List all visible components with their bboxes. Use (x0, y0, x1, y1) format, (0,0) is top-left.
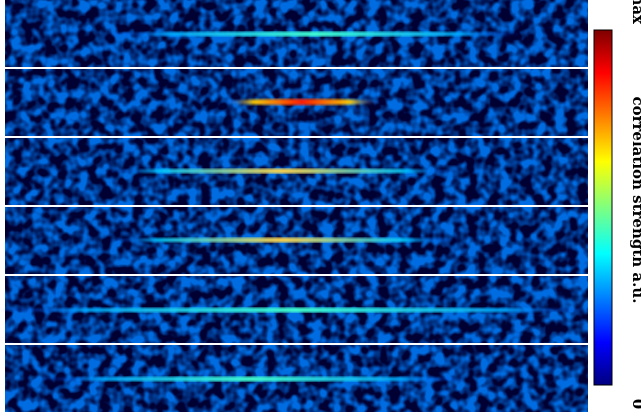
colorbar-title: correlation strength a.u. (629, 96, 641, 303)
page: max correlation strength a.u. 0 (() => {… (0, 0, 641, 416)
colorbar-min-label: 0 (629, 399, 641, 409)
panel (5, 138, 588, 205)
panel (5, 207, 588, 274)
panels (0, 0, 596, 412)
panel (5, 0, 588, 67)
panel (5, 345, 588, 412)
panel (5, 69, 588, 136)
colorbar (594, 30, 612, 385)
panel (0, 276, 596, 343)
figure: max correlation strength a.u. 0 (0, 0, 641, 416)
colorbar-max-label: max (629, 0, 641, 25)
